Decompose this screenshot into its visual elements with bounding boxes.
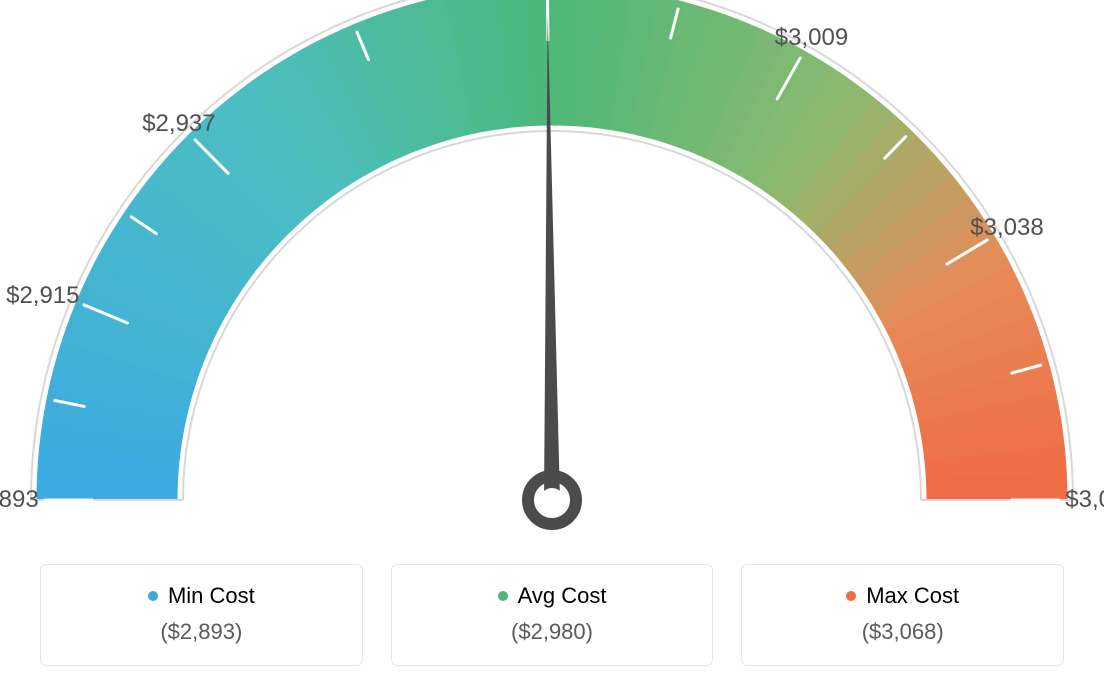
gauge-tick-label: $3,009 <box>775 24 848 52</box>
gauge-tick-label: $2,893 <box>0 486 39 514</box>
gauge-chart: $2,893$2,915$2,937$2,980$3,009$3,038$3,0… <box>0 0 1104 560</box>
dot-min <box>148 591 158 601</box>
legend-label-min: Min Cost <box>168 583 255 609</box>
legend-title-max: Max Cost <box>846 583 959 609</box>
legend-value-min: ($2,893) <box>51 619 352 645</box>
legend-title-min: Min Cost <box>148 583 255 609</box>
cost-gauge-widget: $2,893$2,915$2,937$2,980$3,009$3,038$3,0… <box>0 0 1104 690</box>
gauge-svg <box>0 0 1104 560</box>
gauge-tick-label: $2,915 <box>6 282 79 310</box>
gauge-tick-label: $3,068 <box>1065 486 1104 514</box>
legend-value-avg: ($2,980) <box>402 619 703 645</box>
legend-card-min: Min Cost ($2,893) <box>40 564 363 666</box>
legend-row: Min Cost ($2,893) Avg Cost ($2,980) Max … <box>40 564 1064 666</box>
legend-label-max: Max Cost <box>866 583 959 609</box>
legend-value-max: ($3,068) <box>752 619 1053 645</box>
legend-label-avg: Avg Cost <box>518 583 607 609</box>
dot-max <box>846 591 856 601</box>
gauge-tick-label: $2,937 <box>142 110 215 138</box>
legend-card-avg: Avg Cost ($2,980) <box>391 564 714 666</box>
legend-card-max: Max Cost ($3,068) <box>741 564 1064 666</box>
gauge-tick-label: $3,038 <box>970 214 1043 242</box>
dot-avg <box>498 591 508 601</box>
legend-title-avg: Avg Cost <box>498 583 607 609</box>
